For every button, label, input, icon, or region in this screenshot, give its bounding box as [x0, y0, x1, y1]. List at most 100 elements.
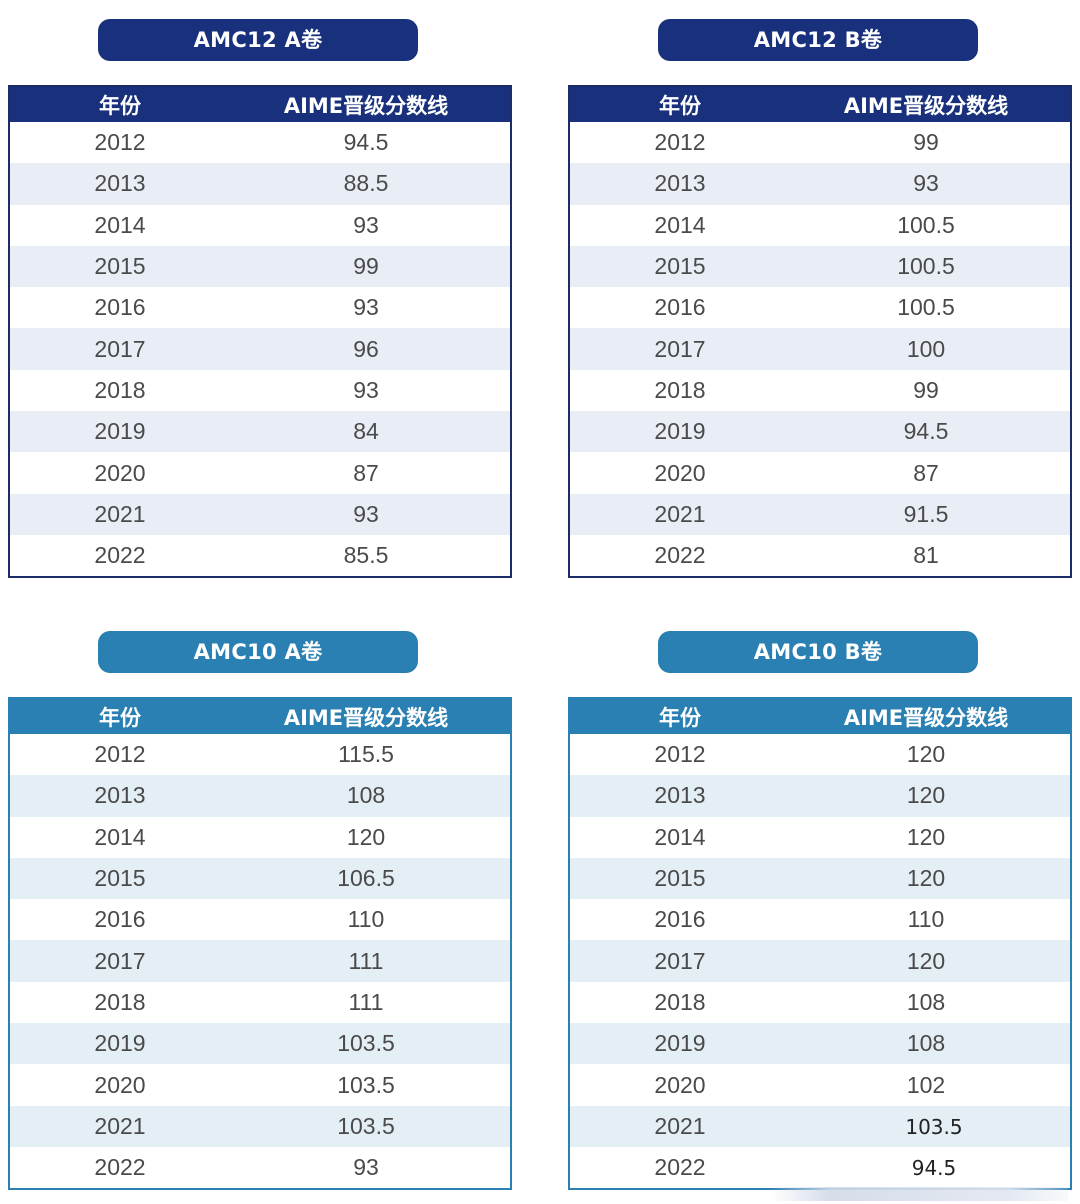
table-row: 2018 108 — [570, 982, 1070, 1023]
table-row: 2022 93 — [10, 1147, 510, 1188]
cell-year: 2018 — [94, 988, 146, 1015]
table-row: 2013 108 — [10, 775, 510, 817]
table-title-amc12-b: AMC12 B卷 — [658, 19, 978, 61]
cell-year: 2017 — [94, 947, 146, 974]
cell-score: 94.5 — [903, 418, 949, 445]
cell-year: 2012 — [94, 741, 146, 768]
cell-score: 108 — [346, 782, 386, 809]
table-row: 2016 110 — [10, 899, 510, 940]
cell-year: 2017 — [654, 947, 706, 974]
table-row: 2019 84 — [10, 411, 510, 453]
cell-year: 2012 — [654, 129, 706, 156]
header-year: 年份 — [659, 93, 701, 118]
cell-year: 2013 — [654, 170, 706, 197]
table-row: 2016 110 — [570, 899, 1070, 940]
header-score: AIME晋级分数线 — [283, 705, 449, 730]
cell-year: 2013 — [654, 782, 706, 809]
cell-year: 2020 — [94, 459, 146, 486]
cell-year: 2017 — [654, 335, 706, 362]
cell-year: 2021 — [94, 1112, 146, 1139]
table-row: 2015 120 — [570, 857, 1070, 900]
cell-year: 2016 — [94, 294, 146, 321]
table-row: 2021 103.5 — [570, 1105, 1070, 1147]
cell-year: 2018 — [654, 988, 706, 1015]
table-header: 年份 AIME晋级分数线 — [10, 87, 510, 122]
cell-score: 108 — [906, 1030, 946, 1057]
cell-year: 2018 — [654, 376, 706, 403]
table-row: 2014 120 — [10, 817, 510, 858]
cell-score: 93 — [353, 500, 379, 527]
cell-year: 2016 — [654, 906, 706, 933]
header-year: 年份 — [99, 705, 141, 730]
cell-score: 120 — [906, 865, 946, 892]
cell-score: 93 — [913, 170, 939, 197]
table-row: 2019 94.5 — [570, 411, 1070, 453]
cell-year: 2022 — [654, 542, 706, 569]
table-row: 2020 87 — [570, 452, 1070, 493]
table-title-amc12-a: AMC12 A卷 — [98, 19, 418, 61]
table-row: 2012 94.5 — [10, 122, 510, 163]
cell-year: 2013 — [94, 170, 146, 197]
cell-score: 94.5 — [343, 129, 389, 156]
cell-score: 93 — [353, 294, 379, 321]
cell-score: 103.5 — [337, 1112, 395, 1139]
cell-score: 120 — [906, 782, 946, 809]
header-score: AIME晋级分数线 — [843, 705, 1009, 730]
cell-score: 81 — [913, 542, 939, 569]
table-header: 年份 AIME晋级分数线 — [570, 699, 1070, 734]
cell-score: 100.5 — [897, 211, 955, 238]
table-row: 2015 106.5 — [10, 857, 510, 900]
cell-score: 84 — [353, 418, 379, 445]
table-body: 2012 115.5 2013 108 2014 120 2015 106.5 2016 110 2… — [10, 734, 510, 1188]
table-row: 2018 99 — [570, 370, 1070, 411]
score-table: 年份 AIME晋级分数线 2012 99 2013 93 2014 100.5 2015 10… — [568, 85, 1072, 579]
table-row: 2019 103.5 — [10, 1023, 510, 1065]
cell-score: 88.5 — [343, 170, 389, 197]
cell-score: 102 — [906, 1071, 946, 1098]
table-body: 2012 120 2013 120 2014 120 2015 120 2016 110 2017 1… — [570, 734, 1070, 1188]
table-title-amc10-b: AMC10 B卷 — [658, 631, 978, 673]
header-score: AIME晋级分数线 — [843, 93, 1009, 118]
score-table: 年份 AIME晋级分数线 2012 115.5 2013 108 2014 120 2015… — [8, 697, 512, 1191]
table-row: 2013 93 — [570, 163, 1070, 205]
table-row: 2020 87 — [10, 452, 510, 493]
cell-score: 99 — [913, 129, 939, 156]
table-row: 2021 91.5 — [570, 493, 1070, 535]
table-row: 2019 108 — [570, 1023, 1070, 1065]
cell-score: 110 — [347, 906, 385, 933]
cell-year: 2018 — [94, 376, 146, 403]
table-row: 2021 103.5 — [10, 1105, 510, 1147]
cell-year: 2022 — [654, 1154, 706, 1181]
score-table: 年份 AIME晋级分数线 2012 94.5 2013 88.5 2014 93 2015 9… — [8, 85, 512, 579]
table-row: 2014 120 — [570, 817, 1070, 858]
cell-year: 2016 — [654, 294, 706, 321]
cell-year: 2016 — [94, 906, 146, 933]
table-row: 2012 115.5 — [10, 734, 510, 775]
cell-year: 2021 — [94, 500, 146, 527]
cell-score: 93 — [353, 376, 379, 403]
header-year: 年份 — [99, 93, 141, 118]
cell-score: 103.5 — [337, 1030, 395, 1057]
overlay-smudge — [770, 1187, 1068, 1201]
cell-year: 2022 — [94, 542, 146, 569]
table-row: 2018 93 — [10, 370, 510, 411]
cell-score: 87 — [353, 459, 379, 486]
cell-score: 99 — [913, 376, 939, 403]
table-row: 2015 100.5 — [570, 245, 1070, 288]
table-row: 2022 85.5 — [10, 535, 510, 576]
table-row: 2017 100 — [570, 328, 1070, 370]
table-row: 2021 93 — [10, 493, 510, 535]
cell-year: 2020 — [94, 1071, 146, 1098]
cell-score: 110 — [907, 906, 945, 933]
cell-year: 2019 — [654, 1030, 706, 1057]
cell-year: 2015 — [94, 253, 146, 280]
table-row: 2022 94.5 — [570, 1147, 1070, 1188]
cell-score: 100.5 — [897, 294, 955, 321]
table-row: 2016 93 — [10, 287, 510, 328]
table-row: 2017 96 — [10, 328, 510, 370]
cell-score: 111 — [348, 988, 384, 1015]
cell-score: 100.5 — [897, 253, 955, 280]
cell-score: 94.5 — [806, 1154, 1046, 1181]
cell-year: 2012 — [654, 741, 706, 768]
table-row: 2012 120 — [570, 734, 1070, 775]
